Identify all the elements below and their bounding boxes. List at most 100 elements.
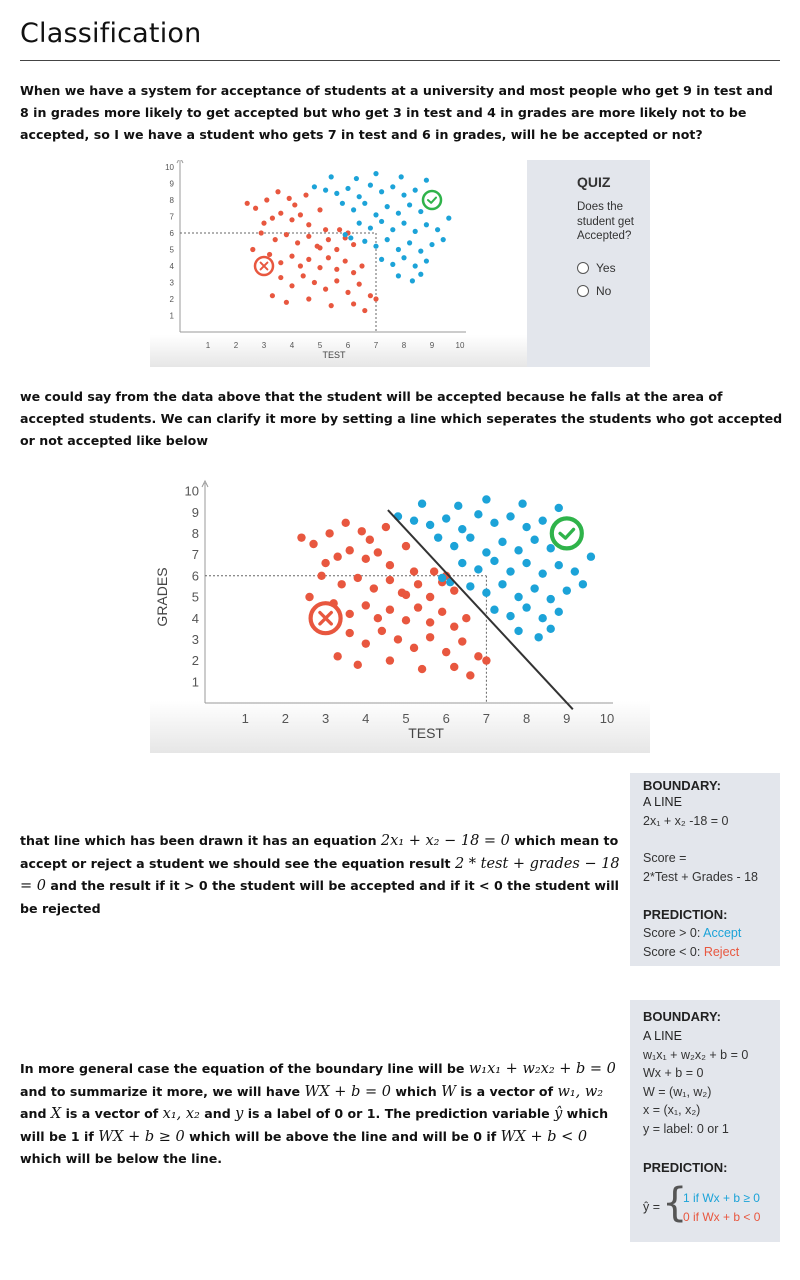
brace-icon: { [662, 1180, 688, 1226]
data-point [361, 554, 370, 564]
data-point [264, 197, 270, 203]
data-point [586, 552, 596, 561]
data-point [395, 273, 401, 279]
data-point [325, 255, 331, 261]
data-point [522, 603, 531, 612]
data-point [538, 569, 547, 578]
math-equation: WX + b < 0 [500, 1128, 588, 1145]
data-point [385, 561, 395, 570]
data-point [384, 237, 390, 243]
vector-equation: Wx + b = 0 [643, 1066, 704, 1080]
check-mark-icon [558, 527, 576, 540]
data-point [429, 567, 439, 576]
data-point [373, 212, 379, 218]
a-line-label: A LINE [643, 795, 682, 809]
data-point [384, 204, 390, 210]
radio-icon[interactable] [577, 285, 589, 297]
data-point [258, 230, 264, 236]
y-definition: y = label: 0 or 1 [643, 1122, 729, 1136]
text-run: and to summarize it more, we will have [20, 1083, 305, 1099]
text-run: In more general case the equation of the… [20, 1061, 469, 1076]
quiz-option-no[interactable]: No [577, 284, 611, 298]
y-tick-label: 5 [170, 245, 175, 254]
data-point [367, 293, 373, 299]
data-point [337, 227, 343, 233]
data-point [323, 187, 329, 193]
data-point [351, 241, 357, 248]
axis-arrow-icon [201, 479, 209, 488]
reject-word: Reject [703, 945, 740, 959]
data-point [348, 235, 354, 241]
explanation-paragraph: we could say from the data above that th… [20, 389, 783, 448]
quiz-option-yes[interactable]: Yes [577, 261, 616, 275]
x-tick-label: 4 [362, 711, 369, 726]
data-point [462, 614, 471, 623]
data-point [409, 567, 419, 576]
data-point [409, 278, 415, 284]
data-point [244, 200, 250, 206]
check-mark-icon [426, 196, 438, 204]
data-point [385, 575, 395, 585]
data-point [482, 588, 491, 597]
data-point [450, 541, 459, 551]
data-point [311, 279, 317, 286]
data-point [306, 256, 312, 262]
data-point [401, 192, 407, 198]
reject-rule: Score < 0: Reject [643, 945, 739, 959]
data-point [379, 218, 385, 225]
data-point [345, 609, 354, 619]
data-point [275, 189, 281, 195]
data-point [385, 605, 395, 614]
data-point [333, 552, 342, 561]
data-point [530, 584, 539, 593]
text-run: which mean to accept or reject a student… [20, 833, 619, 871]
prediction-heading: PREDICTION: [643, 1160, 728, 1175]
y-tick-label: 6 [192, 568, 199, 583]
data-point [337, 580, 346, 589]
data-point [514, 626, 523, 636]
data-point [373, 243, 379, 249]
data-point [498, 580, 507, 589]
general-case-paragraph: In more general case the equation of the… [20, 1058, 628, 1170]
general-equation: w₁x₁ + w₂x₂ + b = 0 [643, 1048, 749, 1062]
data-point [423, 258, 429, 264]
x-tick-label: 2 [282, 711, 289, 726]
radio-icon[interactable] [577, 262, 589, 274]
data-point [437, 607, 447, 617]
data-point [425, 520, 435, 530]
rule-text: Score < 0: [643, 945, 704, 959]
data-point [546, 594, 555, 604]
data-point [490, 605, 499, 614]
data-point [328, 174, 334, 180]
data-point [362, 200, 368, 206]
text-run: and [199, 1106, 236, 1121]
data-point [546, 544, 555, 553]
data-point [317, 265, 323, 271]
data-point [351, 270, 357, 276]
data-point [423, 222, 429, 228]
data-point [401, 220, 407, 226]
data-point [345, 185, 351, 192]
accept-rule: Score > 0: Accept [643, 926, 741, 940]
data-point [323, 286, 329, 292]
data-point [522, 522, 531, 532]
data-point [514, 546, 523, 555]
data-point [407, 202, 413, 208]
y-tick-label: 5 [192, 590, 199, 605]
equation-paragraph: that line which has been drawn it has an… [20, 830, 625, 920]
data-point [353, 573, 362, 583]
text-run: is a vector of [61, 1106, 163, 1121]
x-tick-label: 2 [234, 341, 239, 350]
data-point [401, 590, 411, 600]
data-point [474, 565, 483, 574]
data-point [250, 246, 256, 253]
rule-text: Score > 0: [643, 926, 704, 940]
math-symbol: w₁, w₂ [557, 1083, 604, 1100]
data-point [412, 263, 418, 269]
data-point [418, 271, 424, 277]
data-point [554, 503, 563, 513]
accept-word: Accept [703, 926, 742, 940]
chart-fade-band [150, 335, 527, 367]
data-point [440, 237, 446, 243]
data-point [490, 556, 499, 566]
